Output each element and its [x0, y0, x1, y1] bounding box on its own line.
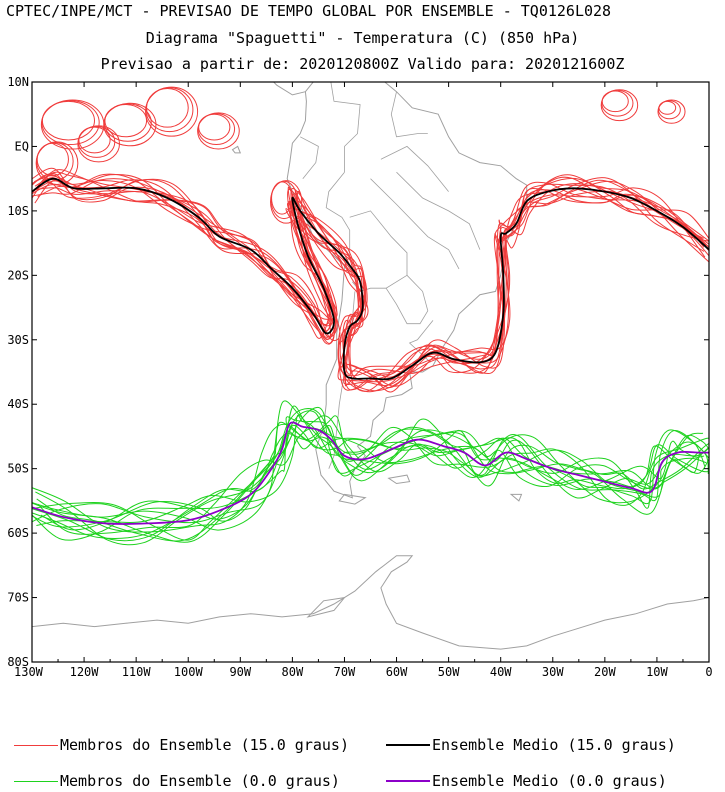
- member-loop-15: [197, 112, 240, 150]
- member-line-0: [35, 424, 705, 546]
- lon-label: 90W: [229, 665, 251, 679]
- member-line-0: [32, 415, 709, 539]
- country-border: [300, 136, 319, 179]
- lon-label: 80W: [282, 665, 304, 679]
- lat-label: 50S: [7, 462, 29, 476]
- chart-title-line-3: Previsao a partir de: 2020120800Z Valido…: [100, 55, 625, 73]
- member-line-15: [32, 171, 709, 382]
- country-border: [408, 320, 434, 363]
- legend-purple-line-swatch: [386, 780, 430, 782]
- country-border: [390, 91, 428, 138]
- country-border: [330, 82, 361, 173]
- lon-label: 130W: [14, 665, 44, 679]
- member-loop-15: [145, 86, 199, 137]
- lon-label: 70W: [334, 665, 356, 679]
- member-line-15: [32, 173, 705, 387]
- island-outline: [509, 493, 523, 502]
- legend-red-members: Membros do Ensemble (15.0 graus): [14, 736, 349, 754]
- island-outline: [338, 493, 367, 505]
- island-outline: [387, 474, 411, 485]
- axis-ticks: [31, 81, 710, 663]
- member-loop-15: [657, 99, 686, 124]
- member-loop-15: [600, 89, 639, 122]
- plot-frame: [31, 81, 710, 663]
- lon-label: 50W: [438, 665, 460, 679]
- member-line-0: [36, 414, 701, 526]
- legend-purple-label: Ensemble Medio (0.0 graus): [432, 772, 667, 790]
- lon-label: 30W: [542, 665, 564, 679]
- member-loop-15: [35, 141, 79, 185]
- legend-green-line-swatch: [14, 780, 58, 782]
- central-america-coast: [272, 82, 306, 96]
- member-line-15: [37, 173, 709, 391]
- lat-label: 10N: [7, 75, 29, 89]
- member-line-15: [35, 187, 709, 393]
- lon-label: 40W: [490, 665, 512, 679]
- member-line-15: [32, 169, 709, 378]
- chart-title-line-1: CPTEC/INPE/MCT - PREVISAO DE TEMPO GLOBA…: [6, 2, 612, 20]
- lon-label: 100W: [174, 665, 204, 679]
- legend-black-line-swatch: [386, 744, 430, 746]
- lat-label: 80S: [7, 655, 29, 669]
- member-line-0: [32, 410, 707, 541]
- chart-title-line-2: Diagrama "Spaguetti" - Temperatura (C) (…: [145, 29, 580, 47]
- member-line-15: [34, 177, 707, 389]
- legend-purple-mean: Ensemble Medio (0.0 graus): [386, 772, 667, 790]
- member-line-15: [32, 175, 709, 387]
- lon-label: 60W: [386, 665, 408, 679]
- member-line-0: [32, 407, 709, 528]
- country-border: [380, 145, 449, 192]
- lat-label: 10S: [7, 204, 29, 218]
- member-loop-15: [103, 102, 157, 147]
- member-line-0: [32, 405, 709, 541]
- ensemble-mean-0-line: [32, 421, 709, 525]
- legend-red-label: Membros do Ensemble (15.0 graus): [60, 736, 349, 754]
- member-line-15: [32, 179, 709, 392]
- island-outline: [306, 596, 346, 618]
- legend-black-label: Ensemble Medio (15.0 graus): [432, 736, 676, 754]
- member-line-15: [32, 178, 705, 387]
- ensemble-mean-15-line: [32, 177, 709, 381]
- ensemble-means: [32, 177, 709, 525]
- member-loop-15: [270, 180, 303, 224]
- member-line-15: [32, 173, 709, 391]
- legend-green-label: Membros do Ensemble (0.0 graus): [60, 772, 340, 790]
- legend-green-members: Membros do Ensemble (0.0 graus): [14, 772, 340, 790]
- member-line-0: [32, 416, 704, 531]
- lat-label: 30S: [7, 333, 29, 347]
- island-outline: [231, 145, 242, 154]
- ensemble-members-0: [32, 400, 709, 546]
- antarctica-coast: [32, 555, 709, 650]
- south-america-coast: [286, 82, 528, 499]
- legend-red-line-swatch: [14, 744, 58, 746]
- lat-label: 70S: [7, 591, 29, 605]
- member-loop-15: [77, 125, 120, 163]
- longitude-labels: 130W 120W 110W 100W 90W 80W 70W 60W 50W 40W 30W 20W…: [14, 665, 713, 679]
- ensemble-members-15: [32, 86, 709, 393]
- country-border: [396, 171, 481, 250]
- latitude-labels: 10N EQ 10S 20S 30S 40S 50S 60S 70S 80S: [7, 75, 29, 669]
- legend-black-mean: Ensemble Medio (15.0 graus): [386, 736, 676, 754]
- lon-label: 120W: [70, 665, 100, 679]
- lon-label: 10W: [646, 665, 668, 679]
- lon-label: 0: [705, 665, 712, 679]
- member-line-0: [32, 421, 709, 543]
- lat-label: 60S: [7, 526, 29, 540]
- member-line-0: [32, 415, 709, 542]
- lon-label: 110W: [122, 665, 152, 679]
- member-line-15: [32, 167, 709, 377]
- lat-label: 20S: [7, 268, 29, 282]
- member-line-0: [32, 400, 709, 524]
- lat-label: 40S: [7, 397, 29, 411]
- lon-label: 20W: [594, 665, 616, 679]
- member-line-0: [32, 423, 709, 533]
- member-line-15: [33, 173, 704, 383]
- lat-label: EQ: [15, 139, 29, 153]
- country-border: [385, 275, 429, 325]
- country-border: [370, 178, 460, 270]
